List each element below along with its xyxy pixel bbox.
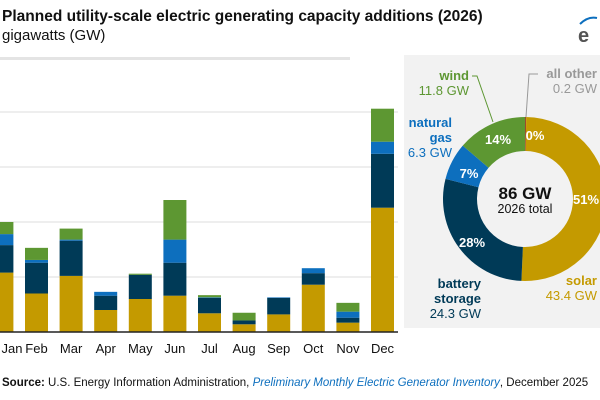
bar-wind-feb: [25, 247, 48, 260]
bar-battery-nov: [336, 317, 360, 323]
wind-label: wind: [438, 68, 469, 83]
svg-text:e: e: [578, 25, 589, 44]
month-label: Feb: [25, 341, 47, 356]
bar-solar-may: [128, 299, 152, 332]
month-label: Dec: [371, 341, 395, 356]
bar-wind-jan: [0, 222, 14, 235]
bar-wind-jun: [163, 200, 187, 240]
battery-label: 24.3 GW: [430, 306, 482, 321]
donut-slice-battery: [443, 178, 523, 281]
month-label: Sep: [267, 341, 290, 356]
month-label: Nov: [336, 341, 360, 356]
percent-label-solar: 51%: [573, 192, 599, 207]
bar-battery-dec: [371, 153, 394, 208]
solar-label: solar: [566, 273, 597, 288]
month-label: Apr: [96, 341, 117, 356]
eia-logo: e: [578, 14, 598, 47]
bar-solar-feb: [25, 293, 48, 332]
bar-solar-jun: [163, 295, 187, 332]
donut-total-label: 2026 total: [498, 202, 553, 216]
bar-gas-mar: [59, 239, 83, 241]
bar-battery-aug: [232, 320, 256, 325]
bar-solar-dec: [371, 207, 394, 332]
chart-subtitle: gigawatts (GW): [2, 27, 106, 44]
source-publication-link[interactable]: Preliminary Monthly Electric Generator I…: [252, 377, 500, 389]
month-label: May: [128, 341, 153, 356]
bar-solar-sep: [267, 314, 291, 332]
bar-battery-apr: [94, 295, 118, 310]
bar-gas-jan: [0, 234, 14, 246]
bar-gas-feb: [25, 259, 48, 263]
bar-solar-mar: [59, 275, 83, 332]
wind-leader-line: [472, 75, 494, 123]
bar-gas-jun: [163, 239, 187, 263]
bar-solar-apr: [94, 310, 118, 332]
source-prefix: Source:: [2, 377, 45, 389]
bar-solar-oct: [301, 284, 325, 332]
month-label: Jan: [2, 341, 23, 356]
source-agency: U.S. Energy Information Administration,: [48, 377, 250, 389]
wind-label: 11.8 GW: [419, 83, 470, 98]
percent-label-gas: 7%: [460, 166, 479, 181]
bar-gas-oct: [301, 268, 325, 274]
source-date: , December 2025: [499, 377, 589, 389]
gas-label: natural: [409, 115, 452, 130]
bar-battery-oct: [301, 273, 325, 285]
bar-wind-jul: [198, 295, 221, 298]
bar-battery-jun: [163, 262, 187, 296]
bar-solar-aug: [232, 324, 256, 332]
bar-battery-jan: [0, 245, 14, 273]
other-leader-line: [525, 73, 538, 118]
bar-wind-may: [128, 273, 152, 275]
bar-gas-sep: [267, 297, 291, 298]
month-label: Jun: [164, 341, 185, 356]
bar-wind-nov: [336, 302, 360, 312]
bar-battery-feb: [25, 262, 48, 294]
chart-top-border: [0, 57, 350, 60]
donut-slice-solar: [521, 117, 600, 281]
month-label: Mar: [60, 341, 83, 356]
bar-wind-aug: [232, 312, 256, 321]
percent-label-wind: 14%: [485, 132, 511, 147]
bar-solar-nov: [336, 322, 360, 332]
gas-label: gas: [430, 130, 452, 145]
percent-label-other: 0%: [526, 128, 545, 143]
solar-label: 43.4 GW: [546, 288, 598, 303]
gas-label: 6.3 GW: [408, 145, 453, 160]
other-label: 0.2 GW: [553, 81, 598, 96]
bar-wind-dec: [371, 108, 394, 142]
bar-battery-sep: [267, 297, 291, 315]
month-label: Jul: [201, 341, 218, 356]
donut-total-value: 86 GW: [499, 184, 553, 203]
bar-solar-jan: [0, 272, 14, 332]
other-label: all other: [546, 66, 597, 81]
chart-title: Planned utility-scale electric generatin…: [2, 8, 483, 25]
bar-battery-mar: [59, 240, 83, 276]
donut-panel: [404, 55, 600, 328]
donut-slice-wind: [462, 117, 525, 168]
donut-slice-other: [525, 117, 527, 152]
source-note: Source: U.S. Energy Information Administ…: [2, 377, 588, 389]
month-label: Oct: [303, 341, 324, 356]
donut-slice-gas: [445, 145, 489, 188]
bar-gas-dec: [371, 141, 394, 154]
bar-gas-jul: [198, 297, 221, 298]
bar-battery-jul: [198, 297, 221, 314]
bar-battery-may: [128, 274, 152, 299]
bar-gas-apr: [94, 291, 118, 296]
month-label: Aug: [233, 341, 256, 356]
battery-label: storage: [434, 291, 481, 306]
bar-wind-mar: [59, 228, 83, 240]
percent-label-battery: 28%: [459, 235, 485, 250]
battery-label: battery: [438, 276, 482, 291]
bar-gas-nov: [336, 311, 360, 318]
bar-solar-jul: [198, 313, 221, 332]
